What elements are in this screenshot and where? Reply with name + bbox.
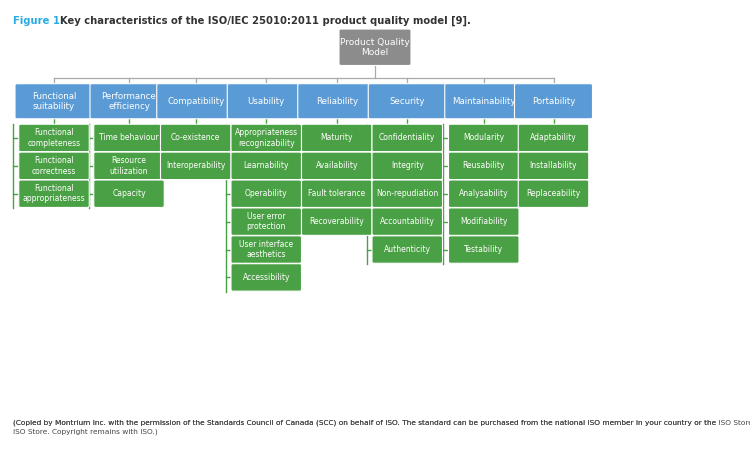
- Text: Functional
correctness: Functional correctness: [32, 156, 76, 176]
- Text: Figure 1:: Figure 1:: [13, 16, 68, 26]
- Text: Authenticity: Authenticity: [384, 245, 430, 254]
- FancyBboxPatch shape: [518, 180, 589, 207]
- Text: Reliability: Reliability: [316, 97, 358, 106]
- FancyBboxPatch shape: [514, 84, 592, 119]
- FancyBboxPatch shape: [448, 208, 519, 235]
- Text: Non-repudiation: Non-repudiation: [376, 189, 438, 198]
- Text: Integrity: Integrity: [391, 162, 424, 171]
- FancyBboxPatch shape: [368, 84, 446, 119]
- FancyBboxPatch shape: [231, 152, 302, 180]
- FancyBboxPatch shape: [518, 124, 589, 152]
- Text: Product Quality
Model: Product Quality Model: [340, 37, 410, 57]
- Text: Portability: Portability: [532, 97, 575, 106]
- FancyBboxPatch shape: [94, 152, 164, 180]
- Text: (Copied by Montrium Inc. with the permission of the Standards Council of Canada : (Copied by Montrium Inc. with the permis…: [13, 419, 750, 426]
- Text: Accountability: Accountability: [380, 217, 435, 226]
- Text: Replaceability: Replaceability: [526, 189, 580, 198]
- FancyBboxPatch shape: [372, 152, 442, 180]
- Text: Installability: Installability: [530, 162, 578, 171]
- Text: Functional
appropriateness: Functional appropriateness: [22, 184, 86, 203]
- Text: Confidentiality: Confidentiality: [379, 133, 436, 142]
- FancyBboxPatch shape: [372, 208, 442, 235]
- Text: Analysability: Analysability: [459, 189, 509, 198]
- FancyBboxPatch shape: [231, 264, 302, 291]
- Text: Testability: Testability: [464, 245, 503, 254]
- Text: Reusability: Reusability: [463, 162, 505, 171]
- Text: Maintainability: Maintainability: [452, 97, 515, 106]
- FancyBboxPatch shape: [302, 208, 372, 235]
- Text: Fault tolerance: Fault tolerance: [308, 189, 365, 198]
- Text: Learnability: Learnability: [244, 162, 289, 171]
- FancyBboxPatch shape: [298, 84, 376, 119]
- FancyBboxPatch shape: [90, 84, 168, 119]
- FancyBboxPatch shape: [302, 180, 372, 207]
- FancyBboxPatch shape: [445, 84, 523, 119]
- Text: Performance
efficiency: Performance efficiency: [102, 91, 156, 111]
- Text: Time behaviour: Time behaviour: [99, 133, 159, 142]
- FancyBboxPatch shape: [231, 236, 302, 263]
- FancyBboxPatch shape: [448, 124, 519, 152]
- FancyBboxPatch shape: [372, 236, 442, 263]
- FancyBboxPatch shape: [160, 124, 231, 152]
- FancyBboxPatch shape: [227, 84, 305, 119]
- Text: Modifiability: Modifiability: [460, 217, 508, 226]
- Text: Availability: Availability: [316, 162, 358, 171]
- Text: Modularity: Modularity: [464, 133, 504, 142]
- Text: Capacity: Capacity: [112, 189, 146, 198]
- Text: (Copied by Montrium Inc. with the permission of the Standards Council of Canada : (Copied by Montrium Inc. with the permis…: [13, 419, 717, 426]
- Text: Interoperability: Interoperability: [166, 162, 226, 171]
- Text: User interface
aesthetics: User interface aesthetics: [239, 240, 293, 259]
- FancyBboxPatch shape: [19, 124, 89, 152]
- FancyBboxPatch shape: [231, 180, 302, 207]
- FancyBboxPatch shape: [94, 180, 164, 207]
- Text: Key characteristics of the ISO/IEC 25010:2011 product quality model [9].: Key characteristics of the ISO/IEC 25010…: [60, 16, 471, 26]
- Text: Functional
completeness: Functional completeness: [28, 128, 80, 148]
- Text: ISO Store. Copyright remains with ISO.): ISO Store. Copyright remains with ISO.): [13, 428, 158, 435]
- FancyBboxPatch shape: [448, 180, 519, 207]
- Text: User error
protection: User error protection: [247, 212, 286, 231]
- FancyBboxPatch shape: [518, 152, 589, 180]
- FancyBboxPatch shape: [231, 208, 302, 235]
- FancyBboxPatch shape: [231, 124, 302, 152]
- FancyBboxPatch shape: [19, 180, 89, 207]
- FancyBboxPatch shape: [372, 124, 442, 152]
- Text: Operability: Operability: [245, 189, 287, 198]
- Text: Compatibility: Compatibility: [167, 97, 224, 106]
- FancyBboxPatch shape: [372, 180, 442, 207]
- FancyBboxPatch shape: [94, 124, 164, 152]
- FancyBboxPatch shape: [19, 152, 89, 180]
- Text: Resource
utilization: Resource utilization: [110, 156, 148, 176]
- FancyBboxPatch shape: [15, 84, 93, 119]
- FancyBboxPatch shape: [302, 152, 372, 180]
- FancyBboxPatch shape: [160, 152, 231, 180]
- Text: Functional
suitability: Functional suitability: [32, 91, 76, 111]
- Text: Accessibility: Accessibility: [242, 273, 290, 282]
- Text: Maturity: Maturity: [320, 133, 353, 142]
- FancyBboxPatch shape: [339, 29, 411, 65]
- Text: Security: Security: [389, 97, 425, 106]
- Text: Appropriateness
recognizability: Appropriateness recognizability: [235, 128, 298, 148]
- FancyBboxPatch shape: [448, 236, 519, 263]
- Text: Usability: Usability: [248, 97, 285, 106]
- FancyBboxPatch shape: [448, 152, 519, 180]
- FancyBboxPatch shape: [302, 124, 372, 152]
- FancyBboxPatch shape: [157, 84, 235, 119]
- Text: Recoverability: Recoverability: [309, 217, 364, 226]
- Text: Co-existence: Co-existence: [171, 133, 220, 142]
- Text: Adaptability: Adaptability: [530, 133, 577, 142]
